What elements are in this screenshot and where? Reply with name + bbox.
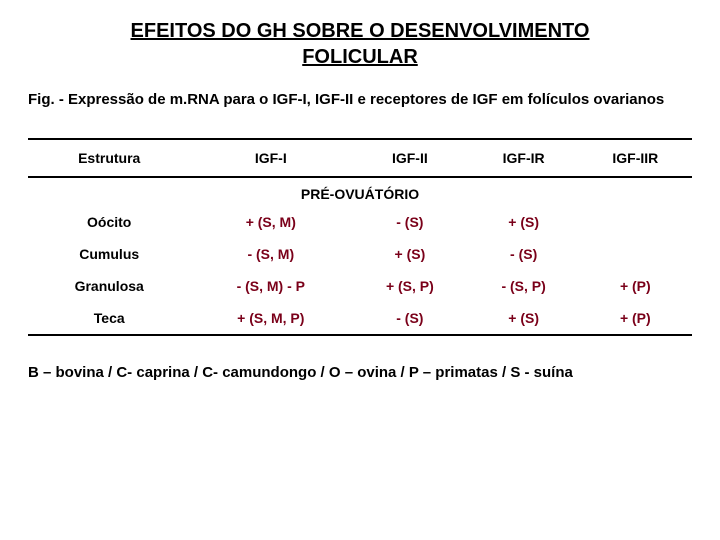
section-header: PRÉ-OVUÁTÓRIO <box>28 177 692 206</box>
col-igf-ir: IGF-IR <box>469 139 579 177</box>
col-igf-ii: IGF-II <box>351 139 468 177</box>
row-val: + (P) <box>579 270 692 302</box>
row-val: - (S) <box>351 206 468 238</box>
row-val: - (S, M) - P <box>190 270 351 302</box>
row-val: + (P) <box>579 302 692 335</box>
row-val: + (S, M) <box>190 206 351 238</box>
col-igf-iir: IGF-IIR <box>579 139 692 177</box>
row-val: + (S) <box>469 206 579 238</box>
row-val: - (S) <box>469 238 579 270</box>
data-table: Estrutura IGF-I IGF-II IGF-IR IGF-IIR PR… <box>28 138 692 336</box>
row-val: + (S, P) <box>351 270 468 302</box>
table-row: Teca + (S, M, P) - (S) + (S) + (P) <box>28 302 692 335</box>
row-struct: Cumulus <box>28 238 190 270</box>
row-struct: Teca <box>28 302 190 335</box>
table-row: Oócito + (S, M) - (S) + (S) <box>28 206 692 238</box>
row-val: + (S) <box>351 238 468 270</box>
table-row: Granulosa - (S, M) - P + (S, P) - (S, P)… <box>28 270 692 302</box>
section-header-row: PRÉ-OVUÁTÓRIO <box>28 177 692 206</box>
table-header-row: Estrutura IGF-I IGF-II IGF-IR IGF-IIR <box>28 139 692 177</box>
row-val <box>579 238 692 270</box>
row-struct: Granulosa <box>28 270 190 302</box>
row-struct: Oócito <box>28 206 190 238</box>
row-val: - (S) <box>351 302 468 335</box>
figure-caption: Fig. - Expressão de m.RNA para o IGF-I, … <box>28 90 692 110</box>
row-val: + (S, M, P) <box>190 302 351 335</box>
row-val: - (S, M) <box>190 238 351 270</box>
page-title: EFEITOS DO GH SOBRE O DESENVOLVIMENTO FO… <box>28 18 692 70</box>
table-row: Cumulus - (S, M) + (S) - (S) <box>28 238 692 270</box>
col-igf-i: IGF-I <box>190 139 351 177</box>
row-val <box>579 206 692 238</box>
row-val: + (S) <box>469 302 579 335</box>
title-line-1: EFEITOS DO GH SOBRE O DESENVOLVIMENTO <box>131 20 590 42</box>
legend-text: B – bovina / C- caprina / C- camundongo … <box>28 364 692 381</box>
row-val: - (S, P) <box>469 270 579 302</box>
title-line-2: FOLICULAR <box>302 46 418 68</box>
col-estrutura: Estrutura <box>28 139 190 177</box>
